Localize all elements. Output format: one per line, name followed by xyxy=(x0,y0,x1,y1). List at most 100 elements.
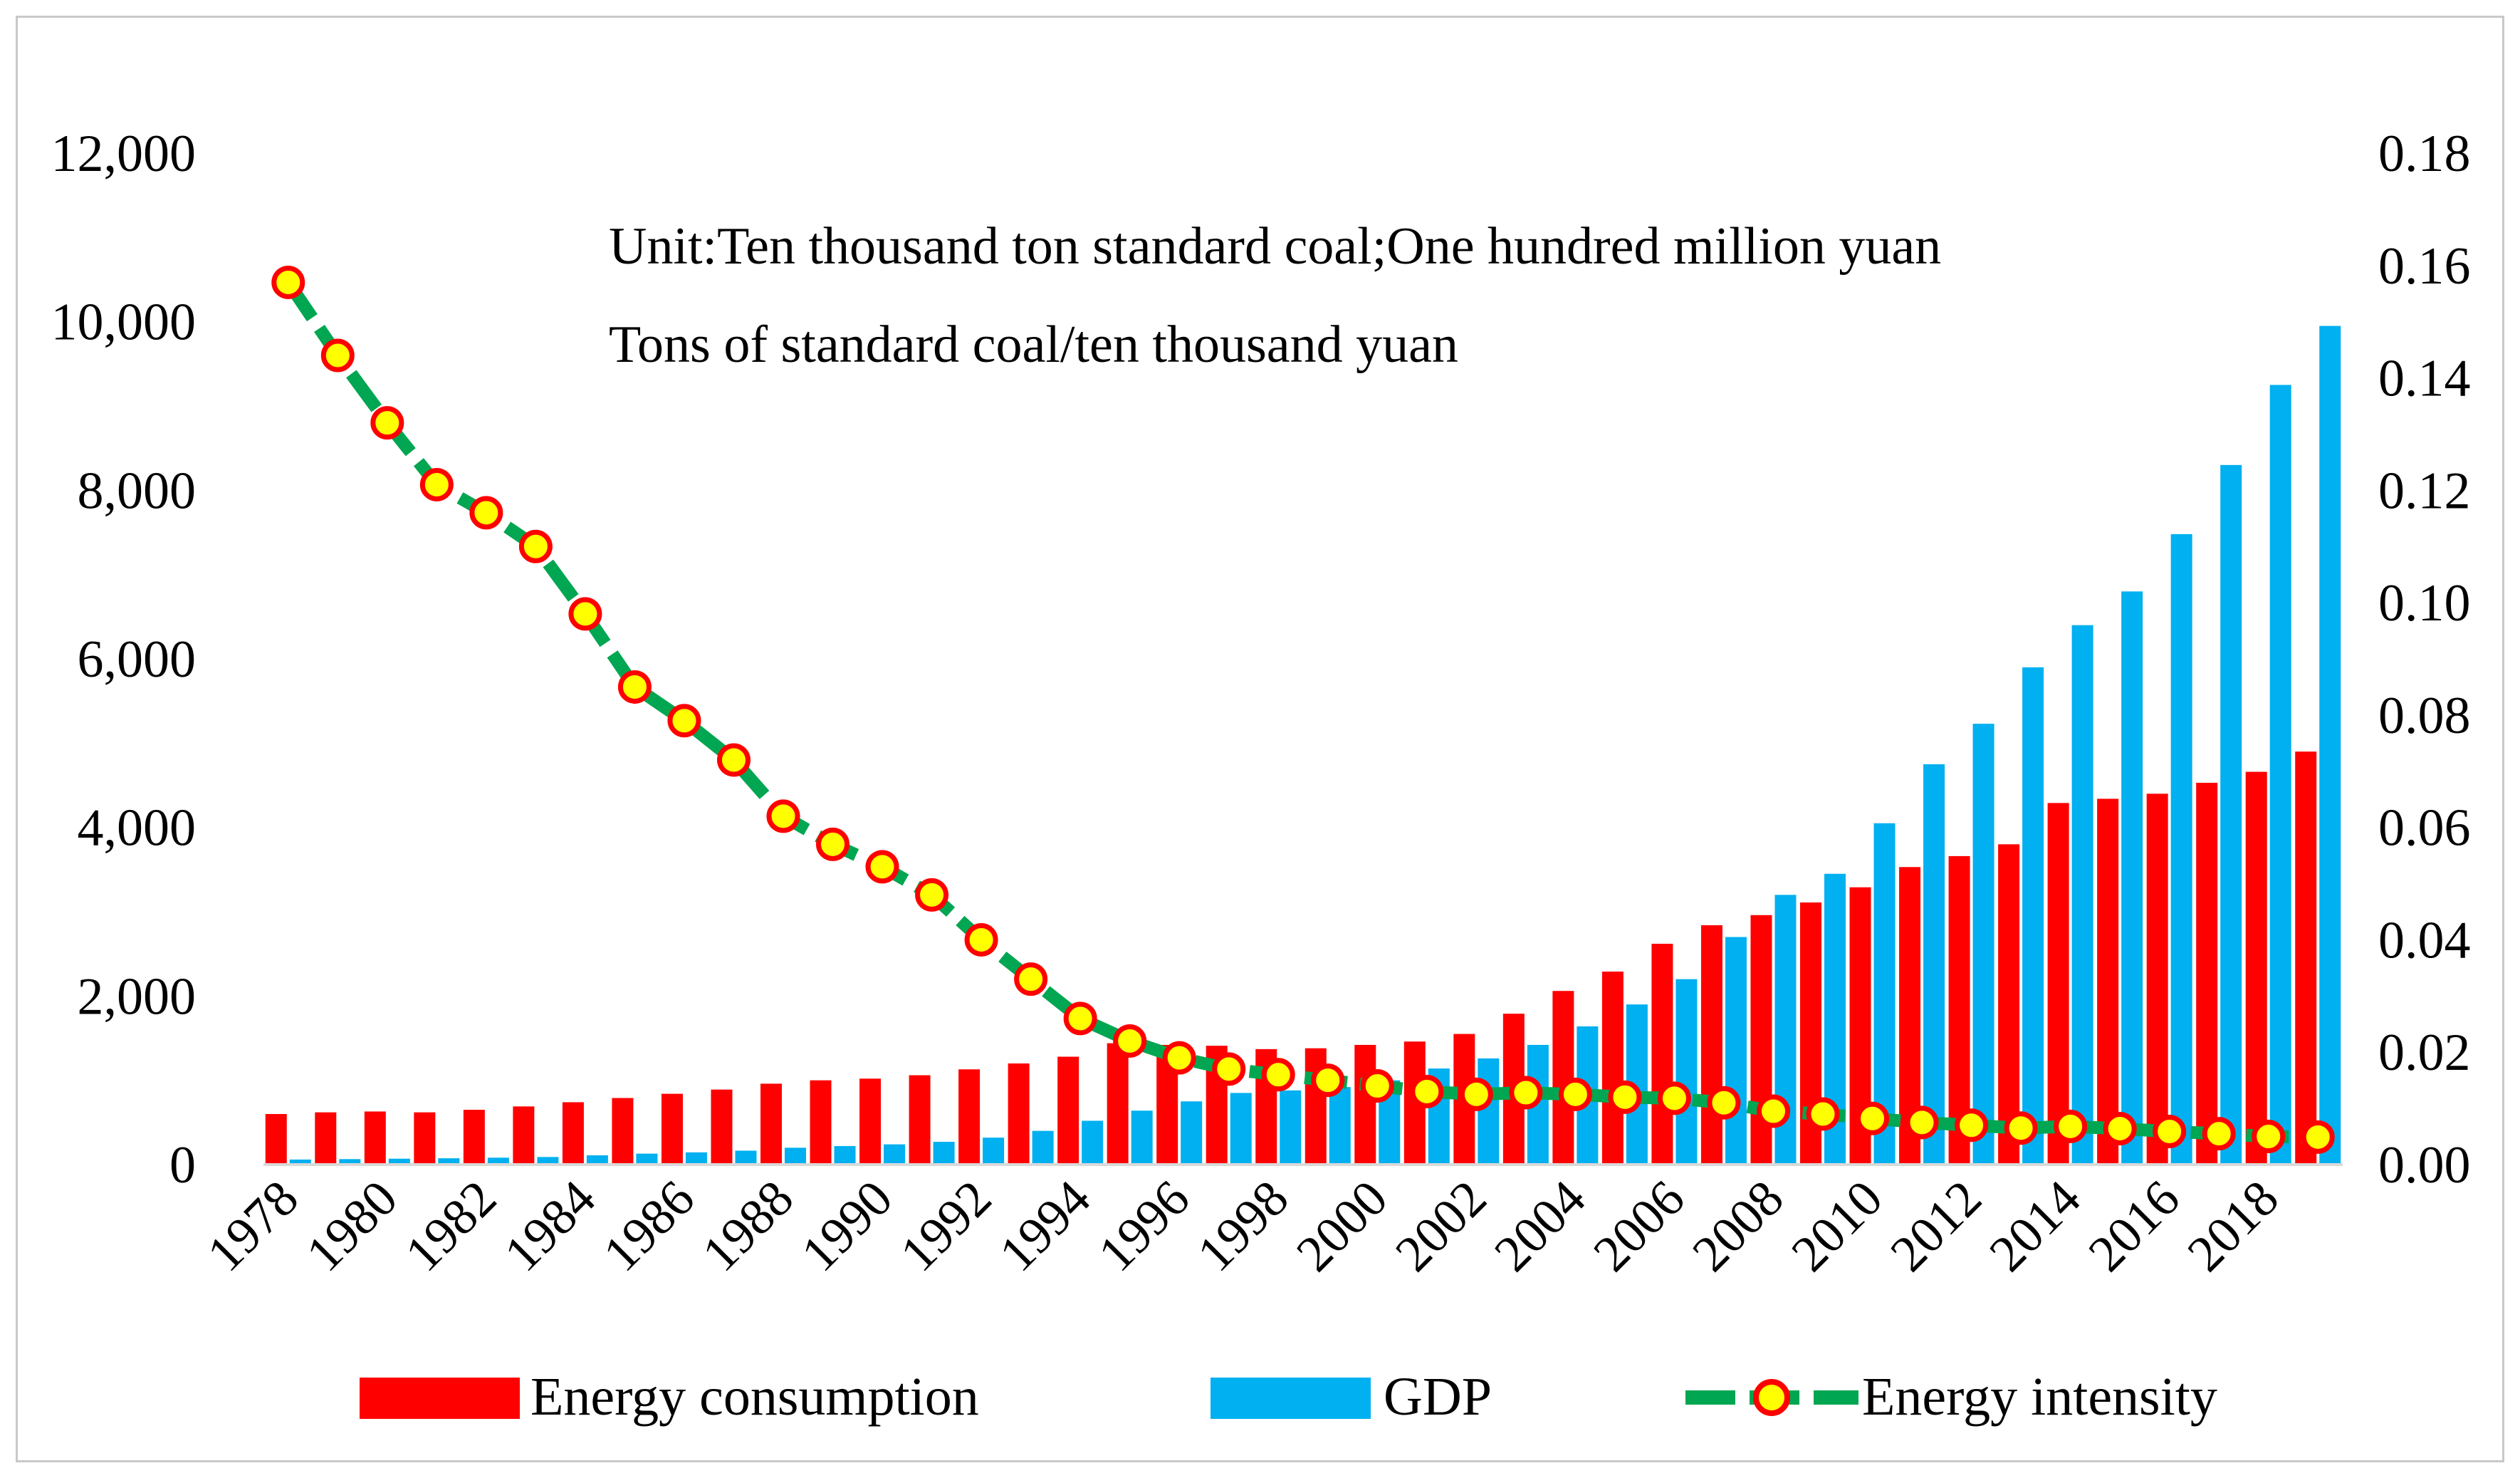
bar-energy-consumption-1988 xyxy=(760,1083,782,1165)
bar-gdp-1998 xyxy=(1280,1090,1302,1165)
x-tick-label: 1978 xyxy=(197,1170,309,1282)
bar-energy-consumption-1979 xyxy=(315,1112,337,1165)
bar-energy-consumption-1987 xyxy=(711,1089,733,1165)
y-right-tick-label: 0.08 xyxy=(2378,687,2471,745)
bar-energy-consumption-1984 xyxy=(562,1102,584,1165)
y-left-tick-label: 12,000 xyxy=(51,125,197,183)
x-tick-label: 2014 xyxy=(1979,1170,2091,1282)
bar-gdp-2006 xyxy=(1675,979,1698,1165)
y-right-tick-label: 0.10 xyxy=(2378,574,2471,633)
bar-gdp-1983 xyxy=(537,1157,559,1165)
marker-energy-intensity-1987 xyxy=(716,743,751,777)
bar-energy-consumption-1993 xyxy=(1008,1063,1030,1165)
bar-energy-consumption-1980 xyxy=(364,1111,386,1165)
bar-gdp-1987 xyxy=(735,1150,757,1165)
x-tick-label: 2004 xyxy=(1483,1170,1596,1282)
x-tick-label: 1994 xyxy=(988,1170,1101,1282)
marker-energy-intensity-2008 xyxy=(1756,1094,1790,1128)
marker-energy-intensity-1994 xyxy=(1063,1001,1097,1036)
bar-energy-consumption-1992 xyxy=(958,1069,981,1165)
marker-energy-intensity-1979 xyxy=(320,338,355,373)
y-left-tick-label: 8,000 xyxy=(78,462,197,520)
bar-energy-consumption-1981 xyxy=(414,1112,436,1165)
y-left-tick-label: 6,000 xyxy=(78,630,197,689)
bar-energy-consumption-2005 xyxy=(1601,972,1624,1165)
marker-energy-intensity-1981 xyxy=(419,467,454,501)
bar-gdp-1999 xyxy=(1329,1087,1351,1165)
marker-energy-intensity-1984 xyxy=(568,597,602,631)
bar-gdp-1995 xyxy=(1131,1110,1153,1165)
marker-energy-intensity-2000 xyxy=(1360,1069,1394,1103)
marker-energy-intensity-1998 xyxy=(1261,1058,1295,1092)
bar-energy-consumption-1986 xyxy=(661,1093,683,1165)
intensity-unit-annotation: Tons of standard coal/ten thousand yuan xyxy=(609,316,1458,374)
legend-label-energy-intensity: Energy intensity xyxy=(1862,1367,2217,1427)
legend-label-gdp: GDP xyxy=(1384,1367,1492,1427)
y-right-tick-label: 0.14 xyxy=(2378,350,2471,408)
y-right-tick-label: 0.06 xyxy=(2378,799,2471,858)
bar-gdp-1984 xyxy=(586,1155,608,1165)
bar-gdp-1992 xyxy=(983,1138,1005,1165)
y-right-tick-label: 0.00 xyxy=(2378,1136,2471,1195)
marker-energy-intensity-2018 xyxy=(2252,1120,2286,1154)
y-right-tick-label: 0.16 xyxy=(2378,237,2471,296)
marker-energy-intensity-1992 xyxy=(964,922,998,957)
bar-gdp-1986 xyxy=(685,1152,707,1165)
y-right-tick-label: 0.02 xyxy=(2378,1024,2471,1082)
bar-energy-consumption-1978 xyxy=(265,1114,287,1165)
marker-energy-intensity-2013 xyxy=(2004,1111,2038,1145)
bar-gdp-1980 xyxy=(388,1158,410,1165)
legend-swatch-gdp xyxy=(1211,1378,1371,1419)
bar-gdp-1993 xyxy=(1032,1130,1054,1165)
bar-gdp-1981 xyxy=(438,1158,460,1165)
x-tick-label: 1988 xyxy=(691,1170,804,1282)
marker-energy-intensity-2017 xyxy=(2202,1117,2236,1151)
bar-gdp-2018 xyxy=(2269,385,2291,1165)
marker-energy-intensity-1995 xyxy=(1113,1024,1147,1058)
marker-energy-intensity-2001 xyxy=(1410,1074,1444,1108)
bar-gdp-1994 xyxy=(1082,1120,1104,1165)
marker-energy-intensity-1983 xyxy=(518,529,553,563)
x-tick-label: 1986 xyxy=(592,1170,705,1282)
bar-energy-consumption-2004 xyxy=(1552,991,1574,1165)
bar-energy-consumption-2006 xyxy=(1651,943,1673,1165)
marker-energy-intensity-1978 xyxy=(271,265,305,299)
marker-energy-intensity-2005 xyxy=(1608,1080,1642,1114)
bar-gdp-1978 xyxy=(289,1159,311,1165)
x-tick-label: 2002 xyxy=(1384,1170,1497,1282)
bar-energy-consumption-2017 xyxy=(2196,782,2218,1165)
x-tick-label: 1996 xyxy=(1087,1170,1200,1282)
bar-gdp-2012 xyxy=(1972,724,1994,1165)
x-tick-label: 1998 xyxy=(1186,1170,1299,1282)
y-right-tick-label: 0.18 xyxy=(2378,125,2471,183)
bar-gdp-2002 xyxy=(1478,1058,1500,1165)
bar-gdp-1985 xyxy=(636,1153,658,1165)
bar-gdp-1997 xyxy=(1230,1093,1252,1165)
bar-gdp-2016 xyxy=(2170,534,2192,1165)
y-left-tick-label: 10,000 xyxy=(51,293,197,352)
bar-energy-consumption-1994 xyxy=(1057,1056,1079,1165)
marker-energy-intensity-1985 xyxy=(617,670,652,704)
line-series xyxy=(271,265,2335,1154)
bar-energy-consumption-1995 xyxy=(1107,1043,1129,1165)
bar-energy-consumption-1990 xyxy=(859,1078,882,1165)
marker-energy-intensity-1997 xyxy=(1212,1052,1246,1086)
marker-energy-intensity-1982 xyxy=(469,496,503,530)
marker-energy-intensity-1990 xyxy=(865,850,899,884)
legend-swatch-energy-consumption xyxy=(360,1378,520,1419)
marker-energy-intensity-2007 xyxy=(1707,1086,1741,1120)
marker-energy-intensity-1986 xyxy=(667,704,701,738)
legend-marker-energy-intensity xyxy=(1753,1379,1790,1416)
marker-energy-intensity-2002 xyxy=(1459,1077,1493,1111)
bar-gdp-2013 xyxy=(2022,667,2044,1165)
marker-energy-intensity-2014 xyxy=(2054,1109,2088,1143)
y-right-tick-label: 0.04 xyxy=(2378,911,2471,969)
marker-energy-intensity-1988 xyxy=(766,799,800,833)
bar-energy-consumption-2018 xyxy=(2245,771,2267,1165)
x-tick-label: 1982 xyxy=(394,1170,507,1282)
bar-energy-consumption-2013 xyxy=(1998,844,2020,1165)
marker-energy-intensity-2010 xyxy=(1856,1101,1890,1135)
bar-energy-consumption-1982 xyxy=(463,1110,485,1165)
marker-energy-intensity-1989 xyxy=(816,827,850,861)
